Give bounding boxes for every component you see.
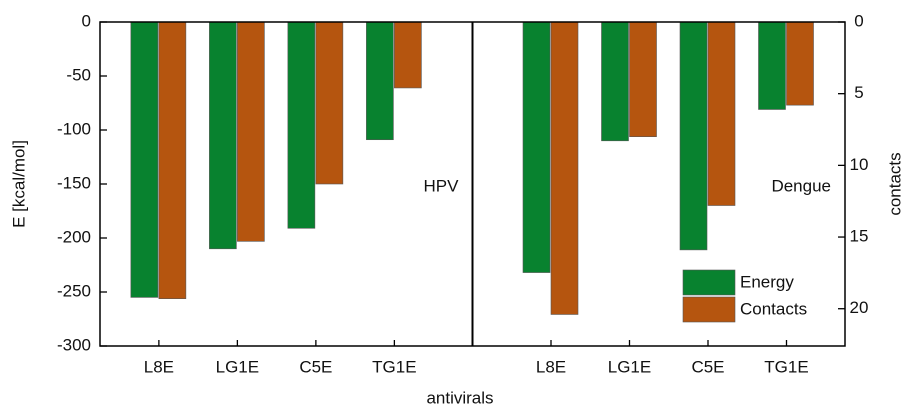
legend-label: Energy bbox=[740, 272, 794, 291]
x-tick-label: TG1E bbox=[764, 357, 808, 376]
panel-label: Dengue bbox=[771, 176, 831, 195]
legend-swatch bbox=[682, 296, 736, 323]
bar bbox=[158, 21, 187, 299]
bar bbox=[758, 21, 786, 110]
bar bbox=[522, 21, 551, 273]
bar bbox=[237, 21, 265, 242]
y-tick-label: -250 bbox=[57, 281, 91, 300]
y2-tick-label: 10 bbox=[850, 155, 869, 174]
bar bbox=[287, 21, 316, 229]
bar bbox=[130, 21, 159, 298]
x-tick-label: L8E bbox=[144, 357, 174, 376]
y-axis-label: E [kcal/mol] bbox=[9, 140, 28, 228]
bar bbox=[601, 21, 629, 142]
y-tick-label: -100 bbox=[57, 119, 91, 138]
x-tick-label: C5E bbox=[691, 357, 724, 376]
x-axis-label: antivirals bbox=[426, 388, 493, 407]
bar bbox=[707, 21, 736, 206]
y-tick-label: 0 bbox=[82, 11, 91, 30]
y2-tick-label: 20 bbox=[850, 298, 869, 317]
bar bbox=[209, 21, 237, 250]
bar bbox=[786, 21, 814, 106]
y-tick-label: -50 bbox=[66, 65, 91, 84]
y2-axis-label: contacts bbox=[885, 152, 904, 215]
legend-swatch bbox=[682, 269, 736, 296]
y2-tick-label: 0 bbox=[854, 11, 863, 30]
legend-label: Contacts bbox=[740, 299, 807, 318]
x-tick-label: LG1E bbox=[608, 357, 651, 376]
bar bbox=[315, 21, 344, 185]
y2-tick-label: 5 bbox=[854, 83, 863, 102]
x-tick-label: C5E bbox=[299, 357, 332, 376]
bar bbox=[550, 21, 579, 315]
x-tick-label: TG1E bbox=[372, 357, 416, 376]
bar bbox=[679, 21, 708, 251]
x-tick-label: L8E bbox=[536, 357, 566, 376]
y-tick-label: -150 bbox=[57, 173, 91, 192]
x-tick-label: LG1E bbox=[216, 357, 259, 376]
panel-label: HPV bbox=[424, 176, 460, 195]
bar bbox=[394, 21, 422, 89]
y2-tick-label: 15 bbox=[850, 227, 869, 246]
bar bbox=[629, 21, 657, 137]
bar bbox=[366, 21, 394, 141]
y-tick-label: -200 bbox=[57, 227, 91, 246]
y-tick-label: -300 bbox=[57, 335, 91, 354]
